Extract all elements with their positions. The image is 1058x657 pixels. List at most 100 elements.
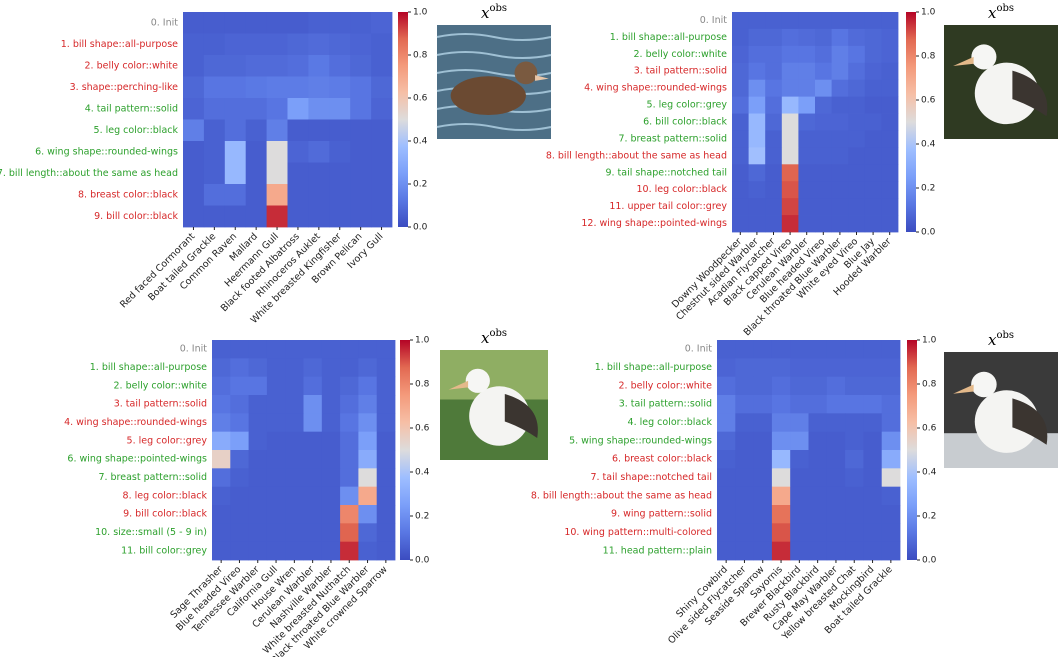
row-label: 2. belly color::white	[618, 380, 712, 391]
heatmap-cell	[815, 147, 832, 165]
heatmap-cell	[881, 340, 901, 359]
row-label: 2. belly color::white	[633, 49, 727, 60]
heatmap-cell	[266, 450, 286, 469]
heatmap-cell	[376, 340, 396, 359]
row-label: 1. bill shape::all-purpose	[610, 32, 727, 43]
heatmap-cell	[203, 76, 226, 99]
heatmap-cell	[815, 113, 832, 131]
heatmap-cell	[371, 33, 393, 56]
heatmap-cell	[881, 130, 899, 148]
heatmap-cell	[798, 79, 816, 98]
heatmap-cell	[815, 96, 832, 114]
heatmap-cell	[798, 62, 816, 81]
image-label-base: x	[481, 4, 490, 22]
photo-bird-bill	[448, 380, 469, 390]
heatmap-cell	[287, 98, 309, 120]
colorbar	[400, 340, 410, 560]
heatmap-cell	[753, 486, 773, 506]
heatmap-cell	[765, 79, 783, 98]
heatmap-cell	[781, 45, 799, 64]
heatmap-cell	[798, 28, 816, 47]
heatmap-cell	[376, 358, 396, 378]
heatmap-cell	[735, 395, 754, 414]
heatmap-cell	[881, 395, 901, 414]
heatmap-cell	[340, 486, 359, 506]
row-label: 8. bill length::about the same as head	[531, 490, 712, 501]
heatmap-cell	[203, 98, 226, 120]
heatmap-cell	[845, 431, 864, 451]
heatmap-cell	[717, 376, 736, 396]
heatmap-cell	[863, 340, 883, 359]
heatmap-cell	[303, 486, 323, 506]
heatmap-cell	[303, 450, 323, 469]
heatmap-cell	[831, 164, 849, 182]
heatmap-cell	[765, 62, 783, 81]
heatmap-cell	[350, 12, 372, 34]
heatmap-cell	[831, 12, 849, 30]
heatmap-cell	[753, 431, 773, 451]
heatmap-cell	[765, 215, 783, 233]
row-label: 4. wing shape::rounded-wings	[64, 417, 207, 428]
heatmap-cell	[863, 431, 883, 451]
heatmap-cell	[358, 340, 378, 359]
heatmap-cell	[848, 130, 866, 148]
heatmap-cell	[717, 395, 736, 414]
heatmap-cell	[287, 55, 309, 77]
colorbar	[398, 12, 408, 227]
heatmap-cell	[224, 141, 247, 163]
heatmap-cell	[376, 395, 396, 414]
heatmap-cell	[266, 468, 286, 488]
row-label: 5. wing shape::rounded-wings	[569, 435, 712, 446]
heatmap-cell	[245, 55, 267, 77]
heatmap-cell	[748, 164, 766, 182]
heatmap-cell	[308, 184, 330, 206]
heatmap-cell	[735, 431, 754, 451]
heatmap-cell	[848, 113, 866, 131]
heatmap-cell	[321, 468, 341, 488]
heatmap-cell	[350, 76, 372, 99]
colorbar-tick-label: 1.0	[921, 8, 936, 18]
colorbar-tick-label: 0.0	[413, 223, 428, 233]
heatmap-cell	[266, 541, 286, 561]
heatmap-cell	[358, 468, 378, 488]
heatmap-cell	[340, 541, 359, 561]
heatmap-cell	[376, 523, 396, 543]
heatmap-cell	[376, 505, 396, 524]
heatmap-cell	[826, 358, 846, 378]
heatmap-cell	[183, 119, 205, 142]
heatmap-cell	[748, 147, 766, 165]
heatmap-cell	[717, 505, 736, 524]
heatmap-cell	[881, 147, 899, 165]
heatmap-cell	[203, 12, 226, 34]
row-label: 11. bill color::grey	[121, 545, 207, 556]
heatmap-cell	[329, 141, 351, 163]
heatmap-cell	[358, 358, 378, 378]
heatmap-cell	[340, 413, 359, 433]
heatmap-cell	[753, 450, 773, 469]
heatmap-cell	[212, 486, 231, 506]
heatmap-cell	[753, 541, 773, 561]
photo-bird-bill	[953, 384, 974, 394]
heatmap-cell	[845, 468, 864, 488]
heatmap-cell	[321, 486, 341, 506]
heatmap-cell	[285, 376, 304, 396]
heatmap-cell	[881, 45, 899, 64]
heatmap-cell	[245, 162, 267, 185]
heatmap-cell	[808, 376, 828, 396]
heatmap-cell	[753, 523, 773, 543]
heatmap-cell	[808, 395, 828, 414]
heatmap-cell	[848, 147, 866, 165]
heatmap-cell	[790, 413, 809, 433]
heatmap-cell	[808, 523, 828, 543]
heatmap-cell	[771, 468, 791, 488]
heatmap-cell	[376, 376, 396, 396]
heatmap-cell	[230, 376, 249, 396]
heatmap-cell	[815, 79, 832, 98]
row-label: 6. breast color::black	[612, 454, 713, 465]
colorbar-tick-label: 1.0	[415, 336, 430, 346]
heatmap-cell	[230, 486, 249, 506]
heatmap-cell	[790, 505, 809, 524]
heatmap-cell	[183, 141, 205, 163]
heatmap-cell	[371, 98, 393, 120]
heatmap-cell	[863, 358, 883, 378]
